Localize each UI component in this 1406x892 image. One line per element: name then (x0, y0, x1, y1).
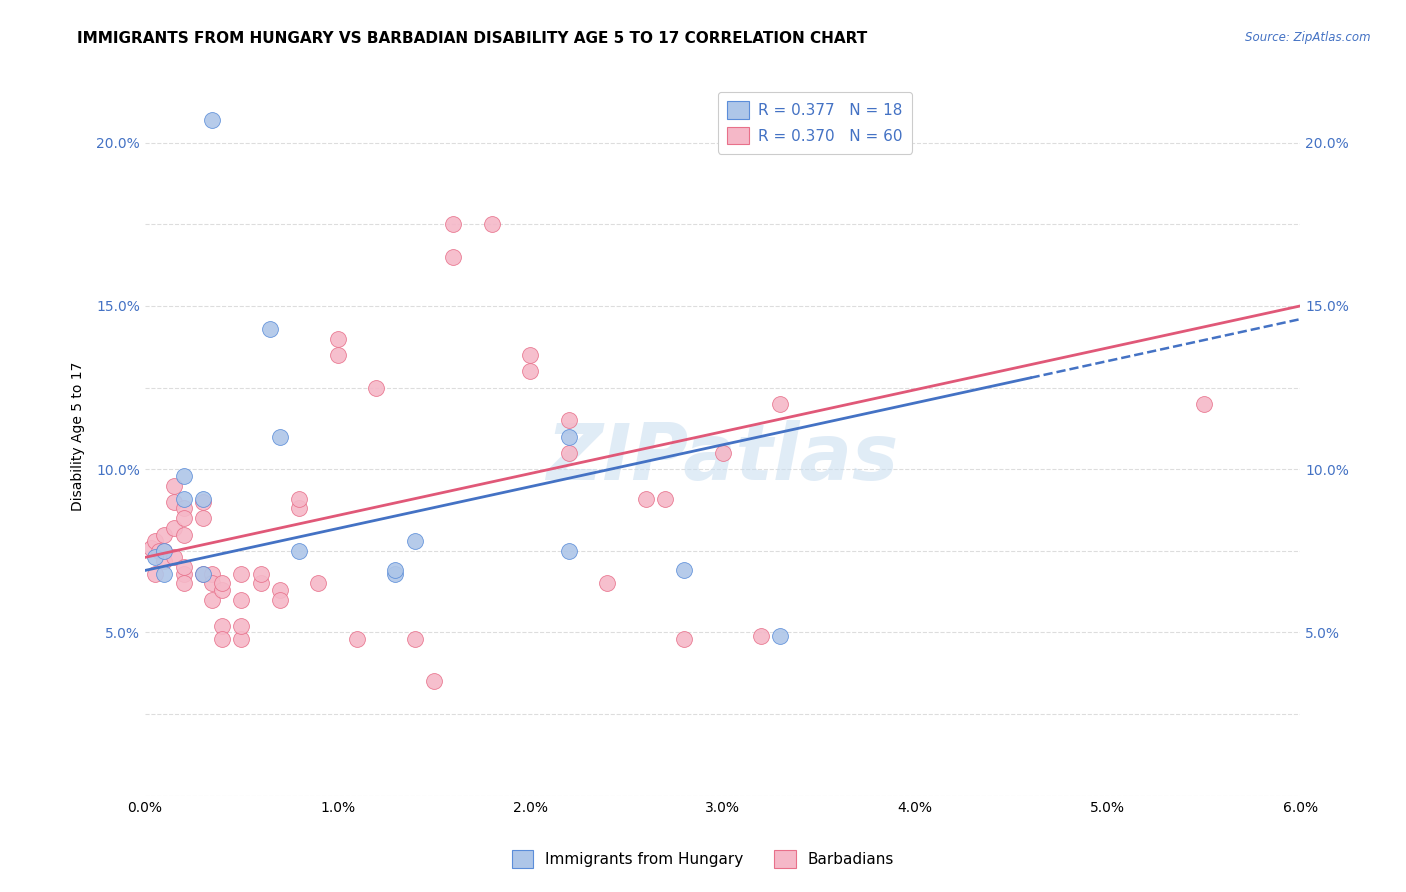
Point (596, 576, 619, 591)
Text: IMMIGRANTS FROM HUNGARY VS BARBADIAN DISABILITY AGE 5 TO 17 CORRELATION CHART: IMMIGRANTS FROM HUNGARY VS BARBADIAN DIS… (77, 31, 868, 46)
Point (153, 566, 176, 581)
Point (326, 348, 349, 362)
Point (163, 550, 186, 565)
Text: ZIPatlas: ZIPatlas (547, 420, 898, 496)
Point (173, 491, 195, 506)
Point (441, 218, 464, 232)
Point (201, 592, 224, 607)
Point (481, 218, 503, 232)
Point (231, 632, 253, 646)
Point (231, 619, 253, 633)
Point (769, 397, 792, 411)
Point (673, 632, 696, 646)
Point (249, 566, 271, 581)
Point (404, 632, 426, 646)
Point (634, 491, 657, 506)
Point (557, 413, 579, 427)
Point (153, 544, 176, 558)
Point (404, 534, 426, 549)
Point (673, 563, 696, 577)
Point (654, 491, 676, 506)
Point (288, 501, 311, 516)
Point (173, 511, 195, 525)
Text: Source: ZipAtlas.com: Source: ZipAtlas.com (1246, 31, 1371, 45)
Point (269, 582, 291, 597)
Legend: Immigrants from Hungary, Barbadians: Immigrants from Hungary, Barbadians (505, 843, 901, 875)
Point (173, 566, 195, 581)
Point (201, 566, 224, 581)
Point (163, 478, 186, 492)
Y-axis label: Disability Age 5 to 17: Disability Age 5 to 17 (72, 362, 86, 511)
Point (326, 332, 349, 346)
Point (288, 544, 311, 558)
Point (191, 495, 214, 509)
Point (191, 491, 214, 506)
Point (769, 629, 792, 643)
Point (173, 501, 195, 516)
Point (211, 632, 233, 646)
Point (269, 429, 291, 443)
Point (211, 619, 233, 633)
Point (148, 544, 170, 558)
Legend: R = 0.377   N = 18, R = 0.370   N = 60: R = 0.377 N = 18, R = 0.370 N = 60 (718, 92, 911, 153)
Point (143, 534, 166, 549)
Point (519, 348, 541, 362)
Point (231, 592, 253, 607)
Point (173, 468, 195, 483)
Point (441, 250, 464, 264)
Point (191, 511, 214, 525)
Point (259, 322, 281, 336)
Point (173, 560, 195, 574)
Point (173, 527, 195, 541)
Point (749, 629, 772, 643)
Point (519, 364, 541, 378)
Point (139, 541, 162, 555)
Point (288, 491, 311, 506)
Point (364, 381, 387, 395)
Point (191, 566, 214, 581)
Point (423, 674, 446, 689)
Point (346, 632, 368, 646)
Point (143, 566, 166, 581)
Point (384, 563, 406, 577)
Point (201, 112, 224, 127)
Point (153, 554, 176, 568)
Point (163, 495, 186, 509)
Point (384, 566, 406, 581)
Point (211, 576, 233, 591)
Point (307, 576, 329, 591)
Point (211, 582, 233, 597)
Point (269, 592, 291, 607)
Point (163, 521, 186, 535)
Point (191, 566, 214, 581)
Point (557, 429, 579, 443)
Point (143, 550, 166, 565)
Point (173, 576, 195, 591)
Point (557, 446, 579, 460)
Point (711, 446, 734, 460)
Point (1192, 397, 1215, 411)
Point (249, 576, 271, 591)
Point (153, 544, 176, 558)
Point (201, 576, 224, 591)
Point (153, 527, 176, 541)
Point (231, 566, 253, 581)
Point (557, 544, 579, 558)
